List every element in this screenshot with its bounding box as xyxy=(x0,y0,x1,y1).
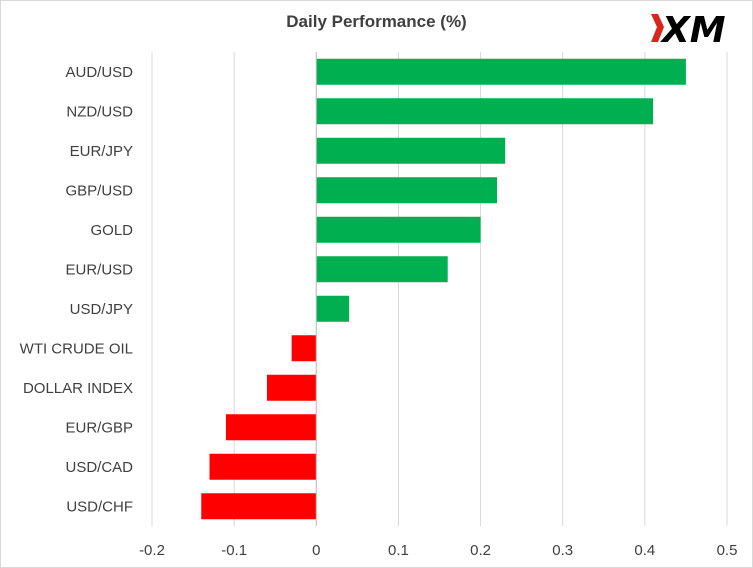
bar xyxy=(316,295,350,322)
category-label: USD/JPY xyxy=(70,301,133,318)
bar xyxy=(316,177,497,204)
category-label: USD/CHF xyxy=(66,498,133,515)
category-label: USD/CAD xyxy=(65,459,133,476)
bar xyxy=(225,414,317,441)
chart-title: Daily Performance (%) xyxy=(286,12,467,31)
bar xyxy=(201,493,317,520)
bar xyxy=(316,216,481,243)
category-label: DOLLAR INDEX xyxy=(23,380,133,397)
x-tick-label: 0.2 xyxy=(470,542,491,559)
bar xyxy=(316,98,654,125)
bar xyxy=(316,137,506,164)
xm-logo-icon: XM xyxy=(651,10,726,48)
category-label: EUR/USD xyxy=(65,261,133,278)
bar xyxy=(209,453,317,480)
x-tick-label: -0.2 xyxy=(139,542,165,559)
bar xyxy=(316,58,686,85)
x-tick-label: 0.3 xyxy=(552,542,573,559)
x-tick-label: -0.1 xyxy=(221,542,247,559)
logo-red-chevron xyxy=(651,14,664,42)
bar xyxy=(316,256,448,283)
category-label: NZD/USD xyxy=(66,103,133,120)
bars xyxy=(201,58,686,520)
x-tick-labels: -0.2 -0.1 0 0.1 0.2 0.3 0.4 0.5 xyxy=(139,542,737,559)
logo-text: XM xyxy=(660,10,726,48)
x-tick-label: 0.5 xyxy=(717,542,738,559)
x-tick-label: 0.1 xyxy=(388,542,409,559)
category-label: AUD/USD xyxy=(65,64,133,81)
category-label: WTI CRUDE OIL xyxy=(20,340,133,357)
category-label: EUR/GBP xyxy=(65,419,133,436)
category-labels: AUD/USD NZD/USD EUR/JPY GBP/USD GOLD EUR/USD U… xyxy=(20,64,134,516)
category-label: GOLD xyxy=(90,222,133,239)
bar xyxy=(291,335,317,362)
category-label: EUR/JPY xyxy=(70,143,133,160)
category-label: GBP/USD xyxy=(65,182,133,199)
bar xyxy=(267,374,317,401)
x-tick-label: 0.4 xyxy=(634,542,655,559)
x-tick-label: 0 xyxy=(312,542,320,559)
